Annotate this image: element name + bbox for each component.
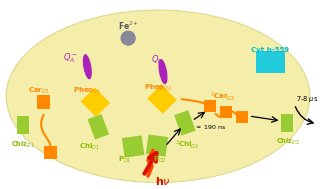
Text: Car$_{D1}$: Car$_{D1}$ (28, 86, 49, 96)
Polygon shape (204, 100, 216, 112)
Text: Cyt b-559: Cyt b-559 (252, 47, 290, 53)
Text: Fe$^{2+}$: Fe$^{2+}$ (118, 19, 139, 32)
Polygon shape (147, 85, 177, 114)
Text: Chl$_{D1}$: Chl$_{D1}$ (79, 141, 100, 152)
Text: $^3$Chl$_{D2}$: $^3$Chl$_{D2}$ (175, 138, 199, 151)
Text: Chlz$_{D1}$: Chlz$_{D1}$ (11, 139, 35, 150)
Ellipse shape (6, 10, 310, 183)
Text: h$\nu$: h$\nu$ (155, 175, 171, 187)
Polygon shape (122, 135, 144, 158)
Polygon shape (80, 88, 110, 117)
Polygon shape (146, 134, 168, 157)
Text: $Q_A^-$: $Q_A^-$ (63, 51, 78, 65)
Ellipse shape (159, 59, 168, 84)
Text: Chlz$_{D2}$: Chlz$_{D2}$ (276, 136, 299, 147)
Polygon shape (255, 51, 286, 73)
Text: $\approx$ 190 ns: $\approx$ 190 ns (193, 123, 226, 131)
Polygon shape (220, 106, 232, 118)
Text: P$_{D1}$: P$_{D1}$ (118, 155, 132, 165)
Ellipse shape (83, 54, 92, 79)
Text: P$_{D2}$: P$_{D2}$ (153, 155, 167, 165)
Polygon shape (36, 95, 50, 109)
Text: Pheo$_{D1}$: Pheo$_{D1}$ (73, 86, 101, 96)
Polygon shape (281, 114, 293, 132)
Text: 7-8 $\mu$s: 7-8 $\mu$s (296, 94, 318, 104)
Polygon shape (236, 111, 248, 123)
Text: $^3$Car$_{D2}$: $^3$Car$_{D2}$ (210, 90, 235, 102)
Text: $Q_B$: $Q_B$ (151, 53, 163, 66)
Polygon shape (88, 114, 109, 139)
Circle shape (121, 31, 135, 45)
Polygon shape (174, 110, 196, 136)
Text: Pheo$_{D2}$: Pheo$_{D2}$ (144, 83, 172, 94)
Polygon shape (16, 116, 28, 134)
Polygon shape (44, 146, 57, 159)
